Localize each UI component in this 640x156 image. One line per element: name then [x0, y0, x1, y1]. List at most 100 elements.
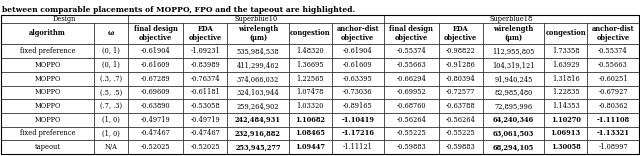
- Bar: [128, 72, 184, 85]
- Bar: [128, 15, 383, 22]
- Bar: [1, 44, 94, 58]
- Bar: [332, 44, 383, 58]
- Bar: [184, 127, 227, 140]
- Bar: [1, 58, 94, 72]
- Text: between comparable placements of MOPPO, FPO and the tapeout are highlighted.: between comparable placements of MOPPO, …: [2, 6, 355, 14]
- Text: (1, 0): (1, 0): [102, 129, 120, 137]
- Text: -0.80362: -0.80362: [598, 102, 628, 110]
- Text: -0.47467: -0.47467: [191, 129, 220, 137]
- Text: 64,240,346: 64,240,346: [493, 116, 534, 124]
- Text: -1.11121: -1.11121: [343, 143, 372, 151]
- Bar: [128, 113, 184, 127]
- Text: (.7, .3): (.7, .3): [100, 102, 122, 110]
- Text: -0.49719: -0.49719: [191, 116, 220, 124]
- Text: fixed preference: fixed preference: [20, 47, 76, 55]
- Text: 1.30058: 1.30058: [551, 143, 580, 151]
- Bar: [483, 113, 544, 127]
- Bar: [184, 72, 227, 85]
- Text: -0.47467: -0.47467: [141, 129, 171, 137]
- Text: -0.72577: -0.72577: [446, 88, 476, 96]
- Text: -0.61904: -0.61904: [141, 47, 171, 55]
- Bar: [483, 44, 544, 58]
- Text: final design
objective: final design objective: [389, 25, 433, 42]
- Text: MOPPO: MOPPO: [35, 61, 61, 69]
- Text: -1.08997: -1.08997: [598, 143, 628, 151]
- Text: -0.83989: -0.83989: [191, 61, 220, 69]
- Bar: [227, 44, 289, 58]
- Bar: [587, 127, 639, 140]
- Text: -0.55374: -0.55374: [396, 47, 426, 55]
- Bar: [587, 85, 639, 99]
- Bar: [94, 113, 128, 127]
- Bar: [94, 127, 128, 140]
- Text: congestion: congestion: [545, 29, 586, 37]
- Bar: [184, 140, 227, 154]
- Text: -0.89165: -0.89165: [343, 102, 372, 110]
- Bar: [227, 72, 289, 85]
- Bar: [383, 44, 439, 58]
- Text: fixed preference: fixed preference: [20, 129, 76, 137]
- Text: -1.17216: -1.17216: [341, 129, 374, 137]
- Text: wirelength
(μm): wirelength (μm): [493, 25, 534, 42]
- Bar: [128, 127, 184, 140]
- Bar: [227, 22, 289, 44]
- Text: algorithm: algorithm: [29, 29, 66, 37]
- Bar: [332, 58, 383, 72]
- Text: 1.10270: 1.10270: [550, 116, 580, 124]
- Bar: [289, 140, 332, 154]
- Bar: [383, 113, 439, 127]
- Text: 1.03320: 1.03320: [296, 102, 324, 110]
- Bar: [184, 99, 227, 113]
- Text: -1.10419: -1.10419: [341, 116, 374, 124]
- Text: 1.10682: 1.10682: [295, 116, 325, 124]
- Bar: [94, 140, 128, 154]
- Text: Design: Design: [53, 15, 76, 23]
- Text: -0.61609: -0.61609: [141, 61, 171, 69]
- Text: -0.66294: -0.66294: [396, 75, 426, 83]
- Bar: [383, 15, 639, 22]
- Bar: [439, 72, 483, 85]
- Text: 1.48320: 1.48320: [296, 47, 324, 55]
- Bar: [483, 99, 544, 113]
- Bar: [439, 140, 483, 154]
- Bar: [227, 127, 289, 140]
- Text: 253,945,277: 253,945,277: [235, 143, 281, 151]
- Text: -0.63395: -0.63395: [343, 75, 372, 83]
- Text: -0.55225: -0.55225: [446, 129, 476, 137]
- Text: -0.56264: -0.56264: [396, 116, 426, 124]
- Bar: [483, 127, 544, 140]
- Bar: [184, 58, 227, 72]
- Bar: [439, 44, 483, 58]
- Text: -0.52025: -0.52025: [191, 143, 220, 151]
- Text: 232,916,882: 232,916,882: [235, 129, 281, 137]
- Bar: [184, 85, 227, 99]
- Bar: [332, 72, 383, 85]
- Bar: [587, 99, 639, 113]
- Text: 112,955,805: 112,955,805: [492, 47, 534, 55]
- Text: 1.22835: 1.22835: [552, 88, 579, 96]
- Text: 1.08465: 1.08465: [295, 129, 325, 137]
- Bar: [184, 44, 227, 58]
- Text: -0.55663: -0.55663: [598, 61, 628, 69]
- Bar: [332, 113, 383, 127]
- Bar: [227, 113, 289, 127]
- Bar: [1, 113, 94, 127]
- Text: MOPPO: MOPPO: [35, 102, 61, 110]
- Text: (.5, .5): (.5, .5): [100, 88, 122, 96]
- Bar: [94, 85, 128, 99]
- Text: -1.11108: -1.11108: [596, 116, 630, 124]
- Text: -1.09231: -1.09231: [191, 47, 220, 55]
- Bar: [128, 140, 184, 154]
- Bar: [1, 22, 94, 44]
- Bar: [332, 127, 383, 140]
- Bar: [332, 99, 383, 113]
- Bar: [332, 140, 383, 154]
- Bar: [383, 72, 439, 85]
- Text: -0.69609: -0.69609: [141, 88, 171, 96]
- Bar: [383, 58, 439, 72]
- Text: -0.68760: -0.68760: [396, 102, 426, 110]
- Bar: [1, 15, 639, 154]
- Bar: [587, 22, 639, 44]
- Bar: [94, 44, 128, 58]
- Text: anchor-dist
objective: anchor-dist objective: [337, 25, 379, 42]
